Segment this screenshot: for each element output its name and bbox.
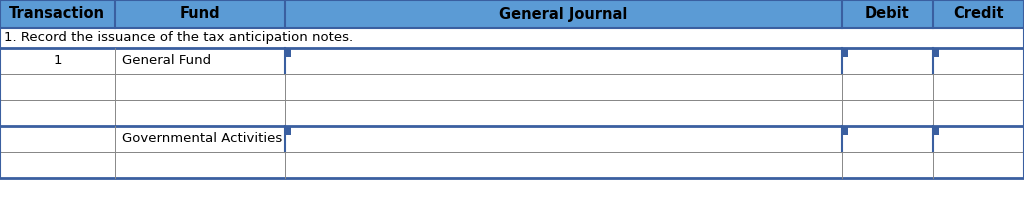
Text: General Fund: General Fund [122,54,211,68]
Bar [0,28,1024,48]
Text: 1: 1 [53,54,61,68]
Bar [933,126,939,135]
Bar [933,48,939,57]
Text: 1. Record the issuance of the tax anticipation notes.: 1. Record the issuance of the tax antici… [4,31,353,45]
Text: General Journal: General Journal [499,7,628,22]
Bar [842,126,848,135]
Bar [285,48,291,57]
Bar [842,48,848,57]
Bar [0,48,1024,74]
Bar [285,126,291,135]
Bar [0,100,1024,126]
Text: Governmental Activities: Governmental Activities [122,132,282,146]
Bar [0,0,1024,28]
Bar [0,152,1024,178]
Text: Transaction: Transaction [9,7,105,22]
Text: Fund: Fund [179,7,220,22]
Bar [0,74,1024,100]
Text: Credit: Credit [953,7,1004,22]
Bar [0,126,1024,152]
Text: Debit: Debit [865,7,909,22]
